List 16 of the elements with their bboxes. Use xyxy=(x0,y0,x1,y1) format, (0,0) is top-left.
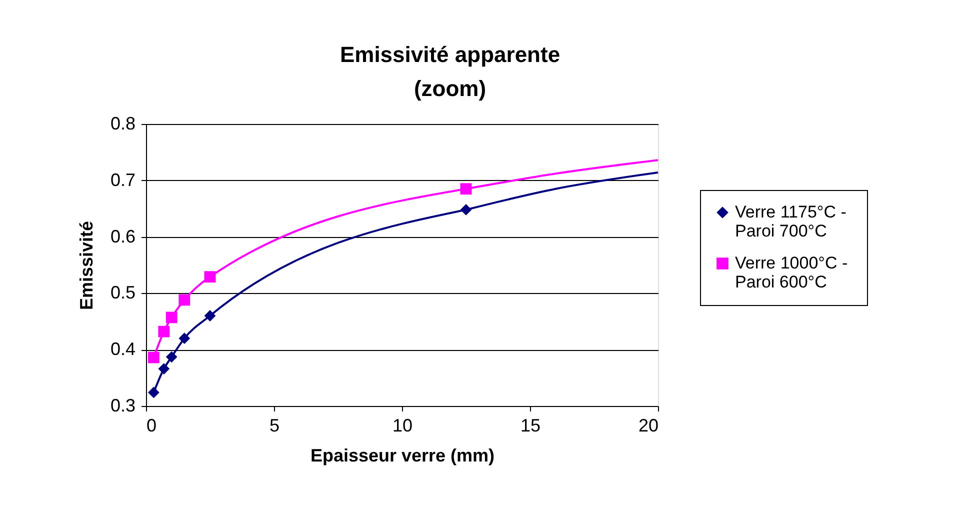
chart-title: Emissivité apparente (zoom) xyxy=(340,42,560,101)
y-tick-label: 0.7 xyxy=(110,170,136,190)
y-tick-label: 0.5 xyxy=(110,282,136,303)
y-axis-title: Emissivité xyxy=(76,220,96,310)
legend-label: Verre 1175°C - Paroi 700°C xyxy=(735,202,846,240)
x-tick-label: 10 xyxy=(392,416,413,436)
x-axis-title: Epaisseur verre (mm) xyxy=(310,446,495,466)
y-tick-label: 0.8 xyxy=(110,114,136,134)
y-tick-label: 0.6 xyxy=(110,226,136,246)
x-tick-label: 0 xyxy=(146,416,157,436)
x-tick-label: 5 xyxy=(269,416,280,436)
y-tick-label: 0.4 xyxy=(110,339,136,360)
y-tick-label: 0.3 xyxy=(110,396,136,416)
x-tick-label: 20 xyxy=(638,416,658,436)
x-tick-label: 15 xyxy=(520,416,541,436)
legend-label: Verre 1000°C - Paroi 600°C xyxy=(735,254,848,292)
